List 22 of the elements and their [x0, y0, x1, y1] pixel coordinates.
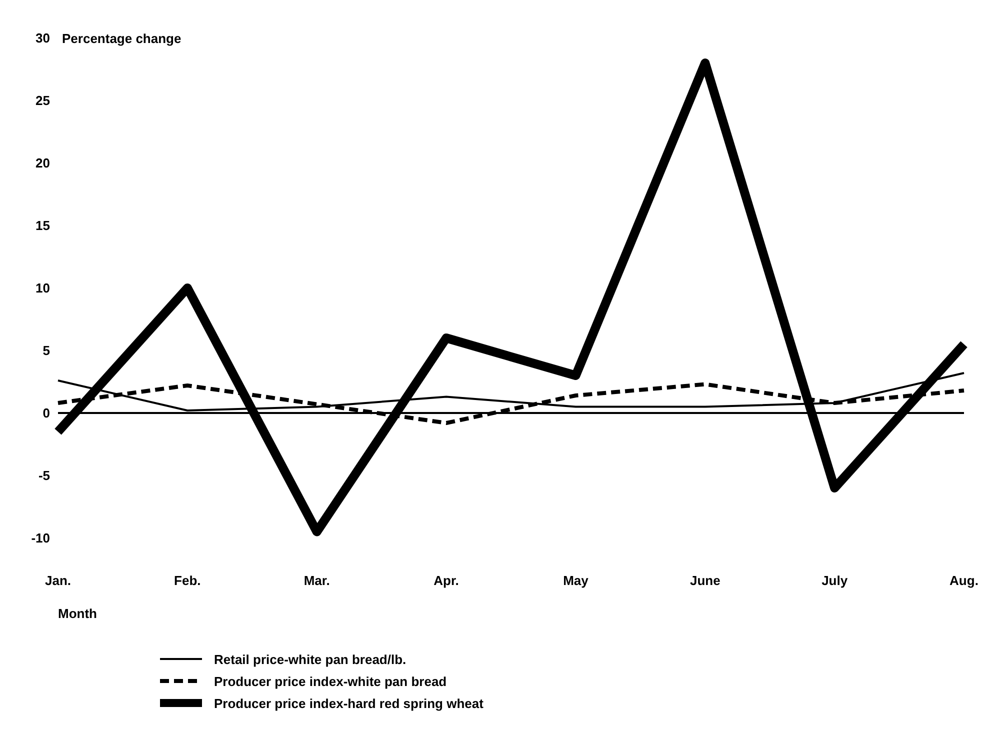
- y-tick-label: 5: [42, 343, 50, 358]
- x-axis-title: Month: [58, 606, 98, 621]
- y-axis-title: Percentage change: [62, 31, 182, 46]
- x-tick-label: May: [563, 573, 590, 588]
- y-tick-label: 30: [36, 30, 50, 46]
- x-tick-label: July: [822, 573, 848, 588]
- y-tick-label: 0: [42, 406, 50, 421]
- y-tick-label: 25: [36, 93, 50, 108]
- x-tick-label: Mar.: [304, 573, 330, 588]
- x-tick-label: Jan.: [44, 573, 72, 588]
- y-tick-label: -10: [31, 530, 50, 546]
- x-tick-label: Feb.: [174, 573, 201, 588]
- y-tick-label: -5: [38, 468, 50, 484]
- x-tick-label: Apr.: [434, 573, 459, 588]
- y-tick-label: 20: [36, 156, 50, 171]
- x-tick-label: June: [690, 573, 720, 588]
- y-tick-label: 10: [36, 280, 50, 296]
- legend-label: Producer price index-white pan bread: [214, 674, 447, 688]
- x-tick-label: Aug.: [950, 573, 978, 588]
- y-tick-label: 15: [36, 218, 50, 234]
- legend-label: Retail price-white pan bread/lb.: [214, 652, 406, 666]
- legend-label: Producer price index-hard red spring wheat: [214, 696, 484, 710]
